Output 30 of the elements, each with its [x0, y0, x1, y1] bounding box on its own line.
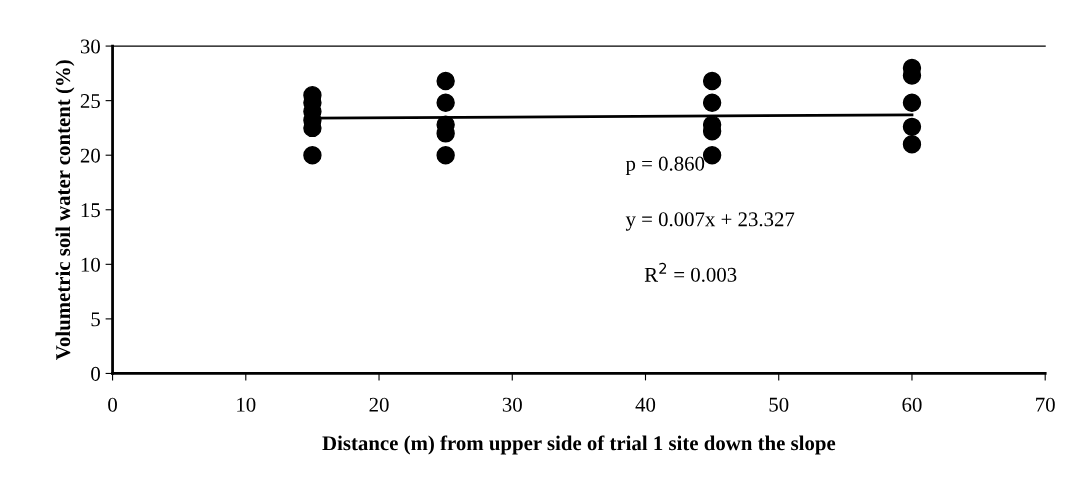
point: [436, 145, 455, 165]
y-tick-label: 30: [80, 39, 100, 54]
x-tick-label: 0: [108, 397, 117, 412]
annotation: p = 0.860: [625, 156, 705, 175]
point: [902, 135, 922, 154]
y-tick-label: 0: [91, 366, 100, 381]
y-tick-label: 20: [80, 148, 100, 163]
y-tick-label: 15: [81, 203, 100, 218]
point: [436, 93, 455, 113]
y-tick-label: 5: [91, 312, 100, 327]
point: [303, 145, 322, 165]
point: [902, 93, 922, 113]
x-tick-label: 40: [635, 397, 656, 412]
x-tick-label: 30: [502, 397, 522, 412]
y-axis-title: Volumetric soil water content (%): [55, 60, 75, 360]
point: [702, 71, 722, 91]
x-tick-label: 70: [1036, 397, 1055, 412]
x-tick-label: 50: [769, 397, 789, 412]
annotation: y = 0.007x + 23.327: [625, 212, 795, 231]
y-tick-label: 10: [81, 257, 100, 272]
point: [702, 93, 722, 113]
y-tick-label: 25: [80, 94, 100, 109]
x-tick-label: 10: [237, 397, 256, 412]
x-tick-label: 60: [902, 397, 922, 412]
point: [702, 145, 722, 165]
point: [436, 71, 455, 91]
x-axis-title: Distance (m) from upper side of trial 1 site down the slope: [322, 435, 836, 455]
annotation: R$^{2}$ = 0.003: [644, 262, 737, 282]
x-tick-label: 20: [369, 397, 389, 412]
point: [902, 117, 922, 137]
